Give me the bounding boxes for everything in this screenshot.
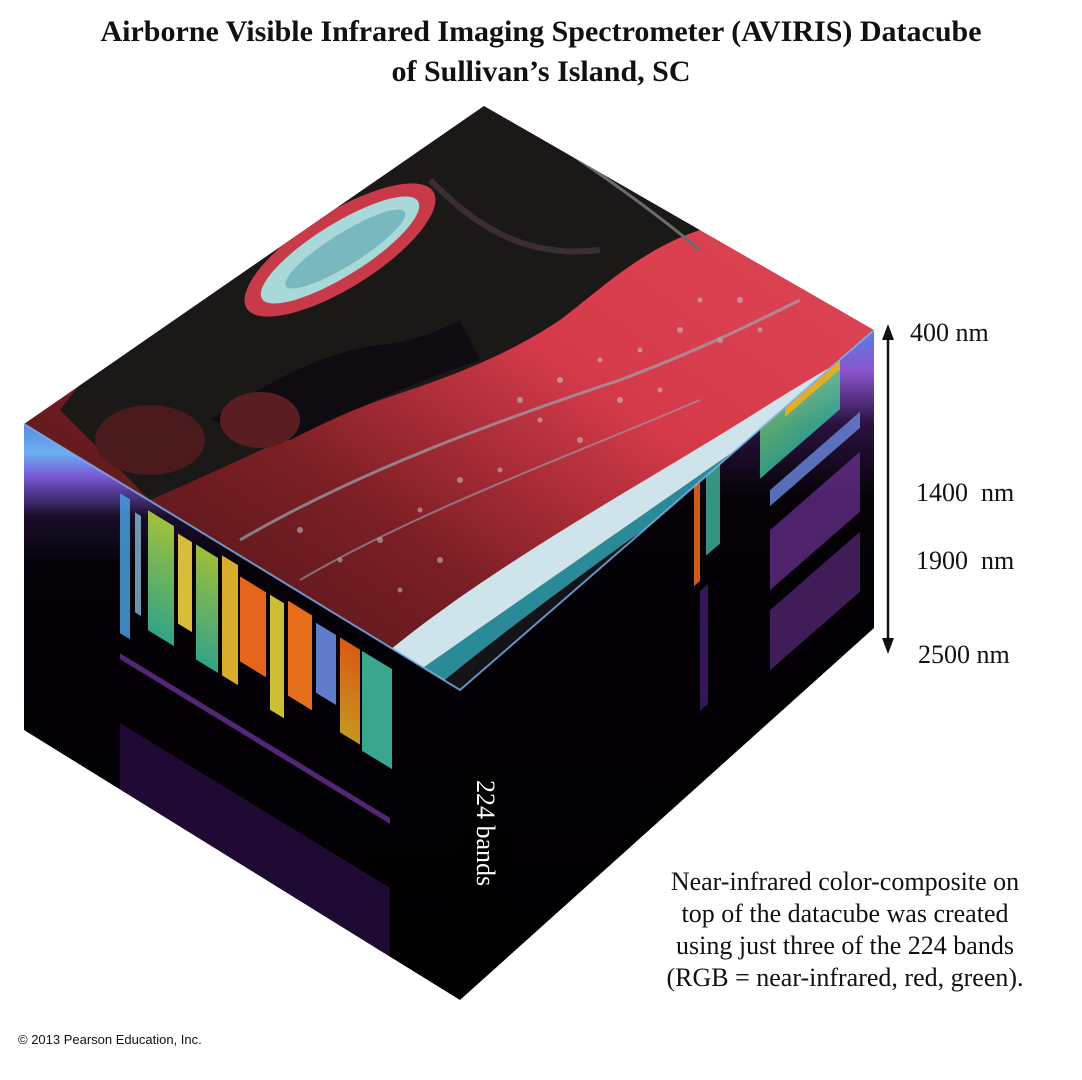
caption: Near-infrared color-composite on top of … — [620, 866, 1070, 994]
diagram-title: Airborne Visible Infrared Imaging Spectr… — [0, 12, 1082, 92]
title-line-2: of Sullivan’s Island, SC — [391, 55, 691, 88]
title-line-1: Airborne Visible Infrared Imaging Spectr… — [100, 15, 982, 48]
bands-label: 224 bands — [471, 780, 500, 887]
copyright: © 2013 Pearson Education, Inc. — [18, 1032, 202, 1047]
caption-line-4: (RGB = near-infrared, red, green). — [666, 963, 1024, 992]
wavelength-1900-label: 1900 nm — [916, 546, 1015, 575]
caption-line-2: top of the datacube was created — [681, 899, 1009, 928]
wavelength-arrow — [882, 324, 894, 654]
caption-line-1: Near-infrared color-composite on — [670, 867, 1020, 896]
wavelength-400-label: 400 nm — [910, 318, 989, 347]
wavelength-2500-label: 2500 nm — [918, 640, 1010, 669]
caption-line-3: using just three of the 224 bands — [676, 931, 1014, 960]
datacube-left-face — [24, 424, 460, 1000]
wavelength-1400-label: 1400 nm — [916, 478, 1015, 507]
